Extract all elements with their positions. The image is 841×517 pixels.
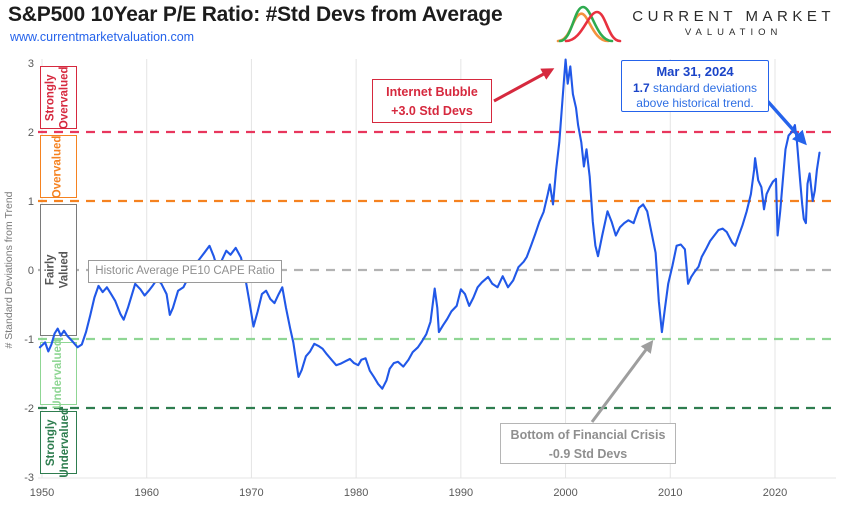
- svg-text:1960: 1960: [134, 487, 158, 499]
- svg-text:1950: 1950: [30, 487, 54, 499]
- bell-curves-icon: [556, 5, 622, 43]
- financial-crisis-callout: Bottom of Financial Crisis -0.9 Std Devs: [500, 423, 676, 464]
- internet-bubble-arrow: [493, 68, 555, 103]
- financial-crisis-line1: Bottom of Financial Crisis: [510, 428, 666, 442]
- mar-2024-date: Mar 31, 2024: [656, 64, 734, 79]
- website-link[interactable]: www.currentmarketvaluation.com: [10, 30, 195, 44]
- svg-text:1970: 1970: [239, 487, 263, 499]
- internet-bubble-line2: +3.0 Std Devs: [391, 104, 473, 119]
- svg-text:2010: 2010: [658, 487, 682, 499]
- page-title: S&P500 10Year P/E Ratio: #Std Devs from …: [8, 3, 503, 26]
- brand-logo: CURRENT MARKET VALUATION: [556, 2, 835, 44]
- brand-name-line2: VALUATION: [684, 27, 783, 38]
- financial-crisis-line2: -0.9 Std Devs: [548, 446, 628, 461]
- svg-text:1: 1: [28, 196, 34, 208]
- internet-bubble-callout: Internet Bubble +3.0 Std Devs: [372, 79, 492, 123]
- mar-2024-text-line2: 1.7 standard deviations: [632, 80, 758, 95]
- svg-text:-1: -1: [24, 334, 34, 346]
- mar-2024-text-line3: above historical trend.: [636, 95, 754, 110]
- header: S&P500 10Year P/E Ratio: #Std Devs from …: [0, 0, 841, 52]
- financial-crisis-arrow: [590, 339, 654, 423]
- mar-2024-arrow: [761, 94, 807, 146]
- brand-name: CURRENT MARKET VALUATION: [632, 8, 835, 38]
- svg-text:2020: 2020: [763, 487, 787, 499]
- svg-text:3: 3: [28, 58, 34, 70]
- svg-text:-3: -3: [24, 472, 34, 484]
- svg-text:2: 2: [28, 127, 34, 139]
- internet-bubble-line1: Internet Bubble: [386, 85, 478, 99]
- brand-name-line1: CURRENT MARKET: [632, 8, 835, 25]
- svg-text:2000: 2000: [553, 487, 577, 499]
- mar-2024-callout: Mar 31, 2024 1.7 standard deviations abo…: [621, 60, 769, 112]
- svg-text:0: 0: [28, 265, 34, 277]
- svg-text:-2: -2: [24, 403, 34, 415]
- svg-text:1990: 1990: [449, 487, 473, 499]
- pe10-std-dev-line: [38, 58, 821, 390]
- historic-average-label: Historic Average PE10 CAPE Ratio: [88, 260, 282, 283]
- y-axis-label: # Standard Deviations from Trend: [3, 191, 15, 348]
- svg-text:1980: 1980: [344, 487, 368, 499]
